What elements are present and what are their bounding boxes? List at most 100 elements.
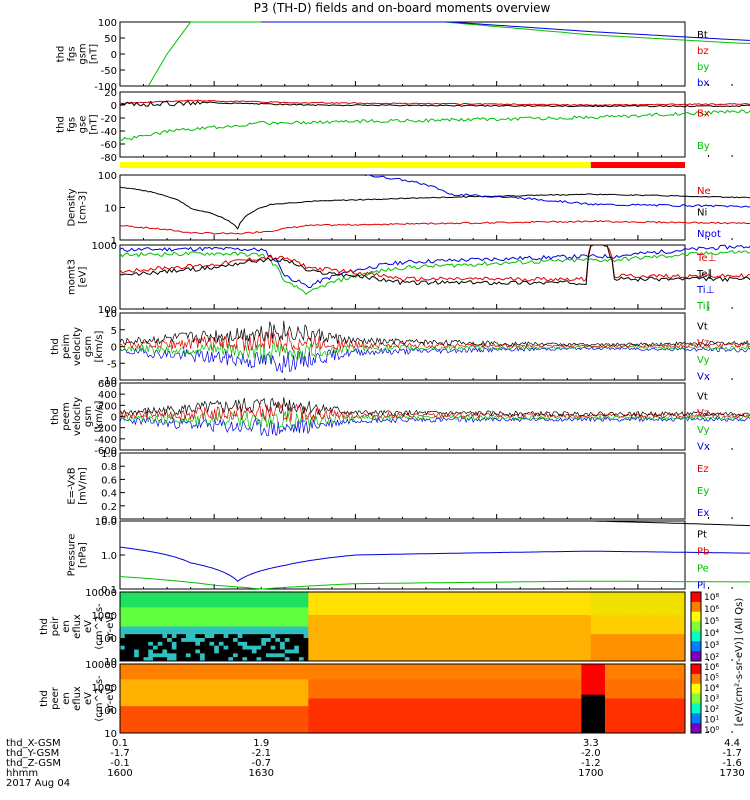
xaxis-row-label: thd_Y-GSM [6,748,59,759]
spectrogram-cell [501,702,507,707]
spectrogram-cell [496,702,502,707]
spectrogram-cell [463,595,469,601]
spectrogram-cell [261,713,267,719]
spectrogram-cell [510,592,516,597]
spectrogram-cell [331,675,338,680]
spectrogram-cell [426,618,432,624]
spectrogram-cell [233,615,239,620]
spectrogram-cell [143,599,149,604]
spectrogram-cell [298,729,305,734]
spectrogram-cell [317,653,323,658]
spectrogram-cell [331,679,338,684]
spectrogram-cell [327,725,333,730]
spectrogram-cell [581,638,587,643]
spectrogram-cell [496,657,502,662]
spectrogram-cell [482,657,488,662]
spectrogram-cell [675,698,681,703]
spectrogram-cell [628,710,634,715]
spectrogram-cell [477,626,484,631]
spectrogram-cell [167,690,173,696]
spectrogram-cell [336,626,342,631]
series-By [119,109,750,142]
spectrogram-cell [576,649,582,654]
spectrogram-cell [595,713,601,719]
spectrogram-cell [562,603,568,608]
spectrogram-cell [251,679,258,684]
spectrogram-cell [143,653,149,658]
spectrogram-cell [623,664,629,669]
spectrogram-cell [600,622,606,627]
spectrogram-cell [176,725,182,730]
series-Ne [119,220,750,235]
spectrogram-cell [200,706,206,711]
spectrogram-cell [327,595,333,601]
spectrogram-cell [402,721,408,726]
spectrogram-cell [171,664,177,669]
spectrogram-cell [313,607,319,612]
spectrogram-cell [501,671,507,676]
spectrogram-cell [637,713,644,719]
spectrogram-cell [195,618,201,624]
spectrogram-cell [138,634,145,639]
spectrogram-cell [491,653,498,658]
spectrogram-cell [477,645,484,650]
spectrogram-cell [572,638,578,643]
spectrogram-cell [369,626,375,631]
spectrogram-cell [463,667,469,673]
spectrogram-cell [350,725,356,730]
spectrogram-cell [284,717,290,722]
spectrogram-cell [289,717,295,722]
spectrogram-cell [435,683,441,688]
spectrogram-cell [341,702,347,707]
spectrogram-cell [317,729,323,734]
spectrogram-cell [487,622,493,627]
spectrogram-cell [496,638,502,643]
spectrogram-cell [491,615,498,620]
spectrogram-cell [242,698,248,703]
spectrogram-cell [407,622,413,627]
spectrogram-cell [581,641,587,647]
spectrogram-cell [421,599,427,604]
spectrogram-cell [487,721,493,726]
spectrogram-cell [289,725,295,730]
spectrogram-cell [557,641,564,647]
spectrogram-cell [265,615,272,620]
spectrogram-cell [468,653,474,658]
spectrogram-cell [383,690,389,696]
spectrogram-cell [242,679,248,684]
spectrogram-cell [308,717,314,722]
spectrogram-cell [581,649,587,654]
legend-pressure-1: Pb [697,547,709,558]
spectrogram-cell [647,694,653,699]
spectrogram-cell [670,694,677,699]
spectrogram-cell [256,618,262,624]
spectrogram-cell [548,611,554,616]
spectrogram-cell [228,653,234,658]
spectrogram-cell [454,729,460,734]
spectrogram-cell [378,626,385,631]
spectrogram-cell [416,671,422,676]
spectrogram-cell [176,664,182,669]
spectrogram-cell [557,622,564,627]
spectrogram-cell [313,675,319,680]
spectrogram-cell [562,679,568,684]
spectrogram-cell [336,657,342,662]
xaxis-row-label: thd_X-GSM [6,738,61,749]
spectrogram-cell [369,675,375,680]
spectrogram-cell [501,729,507,734]
spectrogram-cell [633,725,639,730]
spectrogram-cell [647,702,653,707]
colorbar-tick-bottom: 10² [704,705,719,715]
ylabel-fgs-gsm: fgs [67,46,78,61]
spectrogram-cell [280,675,286,680]
spectrogram-cell [157,690,163,696]
spectrogram-cell [327,649,333,654]
spectrogram-cell [275,675,281,680]
spectrogram-cell [360,611,366,616]
ylabel-peim: peim [61,334,72,359]
spectrogram-cell [430,683,436,688]
spectrogram-cell [209,721,215,726]
spectrogram-cell [341,706,347,711]
spectrogram-cell [661,683,667,688]
